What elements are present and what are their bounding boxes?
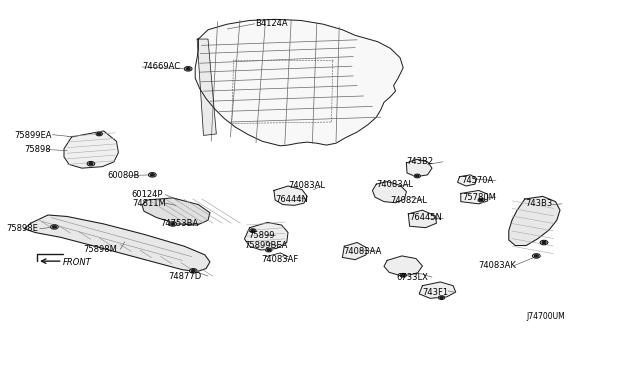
Circle shape [400,273,406,277]
Circle shape [416,175,419,177]
Text: 74083AF: 74083AF [261,255,298,264]
Circle shape [98,133,101,135]
Polygon shape [384,256,422,276]
Text: 74570A: 74570A [461,176,493,185]
Text: 74082AL: 74082AL [390,196,428,205]
Circle shape [150,174,154,176]
Text: 743B3: 743B3 [525,199,552,208]
Text: 743B2: 743B2 [406,157,433,166]
Text: 75899BEA: 75899BEA [244,241,288,250]
Text: 74753BA: 74753BA [160,219,198,228]
Text: 74669AC: 74669AC [142,62,180,71]
Circle shape [89,163,93,165]
Text: 74083AL: 74083AL [288,182,325,190]
Text: 60124P: 60124P [132,190,163,199]
Circle shape [542,241,546,244]
Circle shape [169,222,177,226]
Polygon shape [274,186,307,205]
Circle shape [52,226,56,228]
Polygon shape [195,19,403,146]
Text: FRONT: FRONT [63,258,92,267]
Polygon shape [372,182,406,203]
Text: 75780M: 75780M [462,193,496,202]
Polygon shape [64,131,118,168]
Circle shape [250,229,256,232]
Text: 60080B: 60080B [108,171,140,180]
Text: 76445N: 76445N [410,213,442,222]
Text: 75898E: 75898E [6,224,38,233]
Polygon shape [419,282,456,298]
Text: 75898M: 75898M [83,245,117,254]
Circle shape [480,199,483,201]
Text: 6733LX: 6733LX [397,273,429,282]
Polygon shape [244,222,288,250]
Polygon shape [342,243,366,260]
Circle shape [266,248,272,252]
Polygon shape [461,190,488,204]
Circle shape [191,270,195,272]
Polygon shape [142,198,210,225]
Text: B4124A: B4124A [255,19,287,28]
Text: 75898: 75898 [24,145,51,154]
Circle shape [478,198,484,202]
Circle shape [532,254,540,258]
Circle shape [414,174,420,178]
Circle shape [148,173,156,177]
Circle shape [402,275,405,276]
Circle shape [534,255,538,257]
Circle shape [268,249,271,251]
Polygon shape [197,39,216,135]
Circle shape [189,269,197,273]
Circle shape [438,296,445,299]
Text: 74083AK: 74083AK [479,262,516,270]
Circle shape [51,225,58,229]
Text: 743F1: 743F1 [422,288,449,297]
Text: 75899EA: 75899EA [14,131,52,140]
Circle shape [252,230,255,231]
Circle shape [186,68,190,70]
Polygon shape [24,215,210,272]
Circle shape [184,67,192,71]
Text: J74700UM: J74700UM [526,312,565,321]
Circle shape [540,240,548,245]
Polygon shape [509,196,560,246]
Circle shape [96,132,102,136]
Text: 74811M: 74811M [132,199,166,208]
Text: 74877D: 74877D [168,272,202,280]
Circle shape [440,297,443,298]
Circle shape [171,223,175,225]
Text: 75899: 75899 [248,231,275,240]
Text: 74083AL: 74083AL [376,180,413,189]
Polygon shape [408,210,436,228]
Circle shape [87,161,95,166]
Text: 76444N: 76444N [275,195,308,203]
Polygon shape [406,159,432,177]
Polygon shape [458,175,477,186]
Text: 74083AA: 74083AA [343,247,381,256]
